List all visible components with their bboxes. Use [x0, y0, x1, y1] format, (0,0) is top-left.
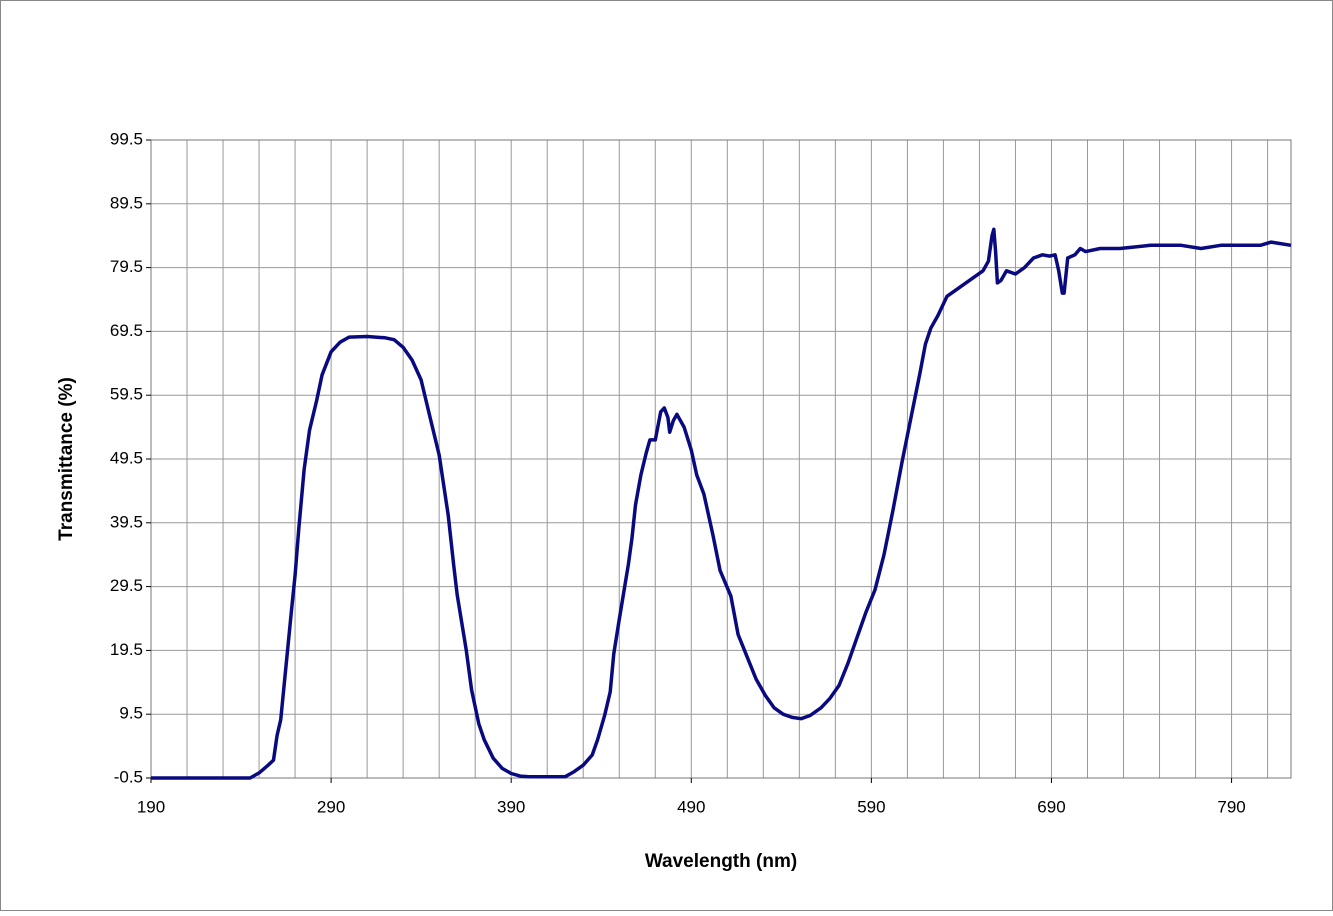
y-tick-label: 69.5 — [110, 321, 143, 340]
y-tick-label: 59.5 — [110, 385, 143, 404]
x-tick-label: 690 — [1037, 797, 1065, 816]
x-tick-label: 290 — [317, 797, 345, 816]
x-tick-label: 790 — [1217, 797, 1245, 816]
x-tick-label: 490 — [677, 797, 705, 816]
y-tick-label: 49.5 — [110, 448, 143, 467]
y-tick-label: 39.5 — [110, 512, 143, 531]
y-tick-label: -0.5 — [114, 767, 143, 786]
y-tick-label: 9.5 — [119, 704, 143, 723]
y-tick-label: 89.5 — [110, 193, 143, 212]
y-tick-label: 19.5 — [110, 640, 143, 659]
data-line — [151, 227, 1292, 780]
x-axis-title: Wavelength (nm) — [645, 851, 797, 872]
y-axis-title: Transmittance (%) — [56, 377, 77, 541]
y-tick-label: 79.5 — [110, 257, 143, 276]
y-tick-label: 29.5 — [110, 576, 143, 595]
x-tick-label: 390 — [497, 797, 525, 816]
x-tick-label: 590 — [857, 797, 885, 816]
y-tick-label: 99.5 — [110, 129, 143, 148]
x-tick-label: 190 — [137, 797, 165, 816]
